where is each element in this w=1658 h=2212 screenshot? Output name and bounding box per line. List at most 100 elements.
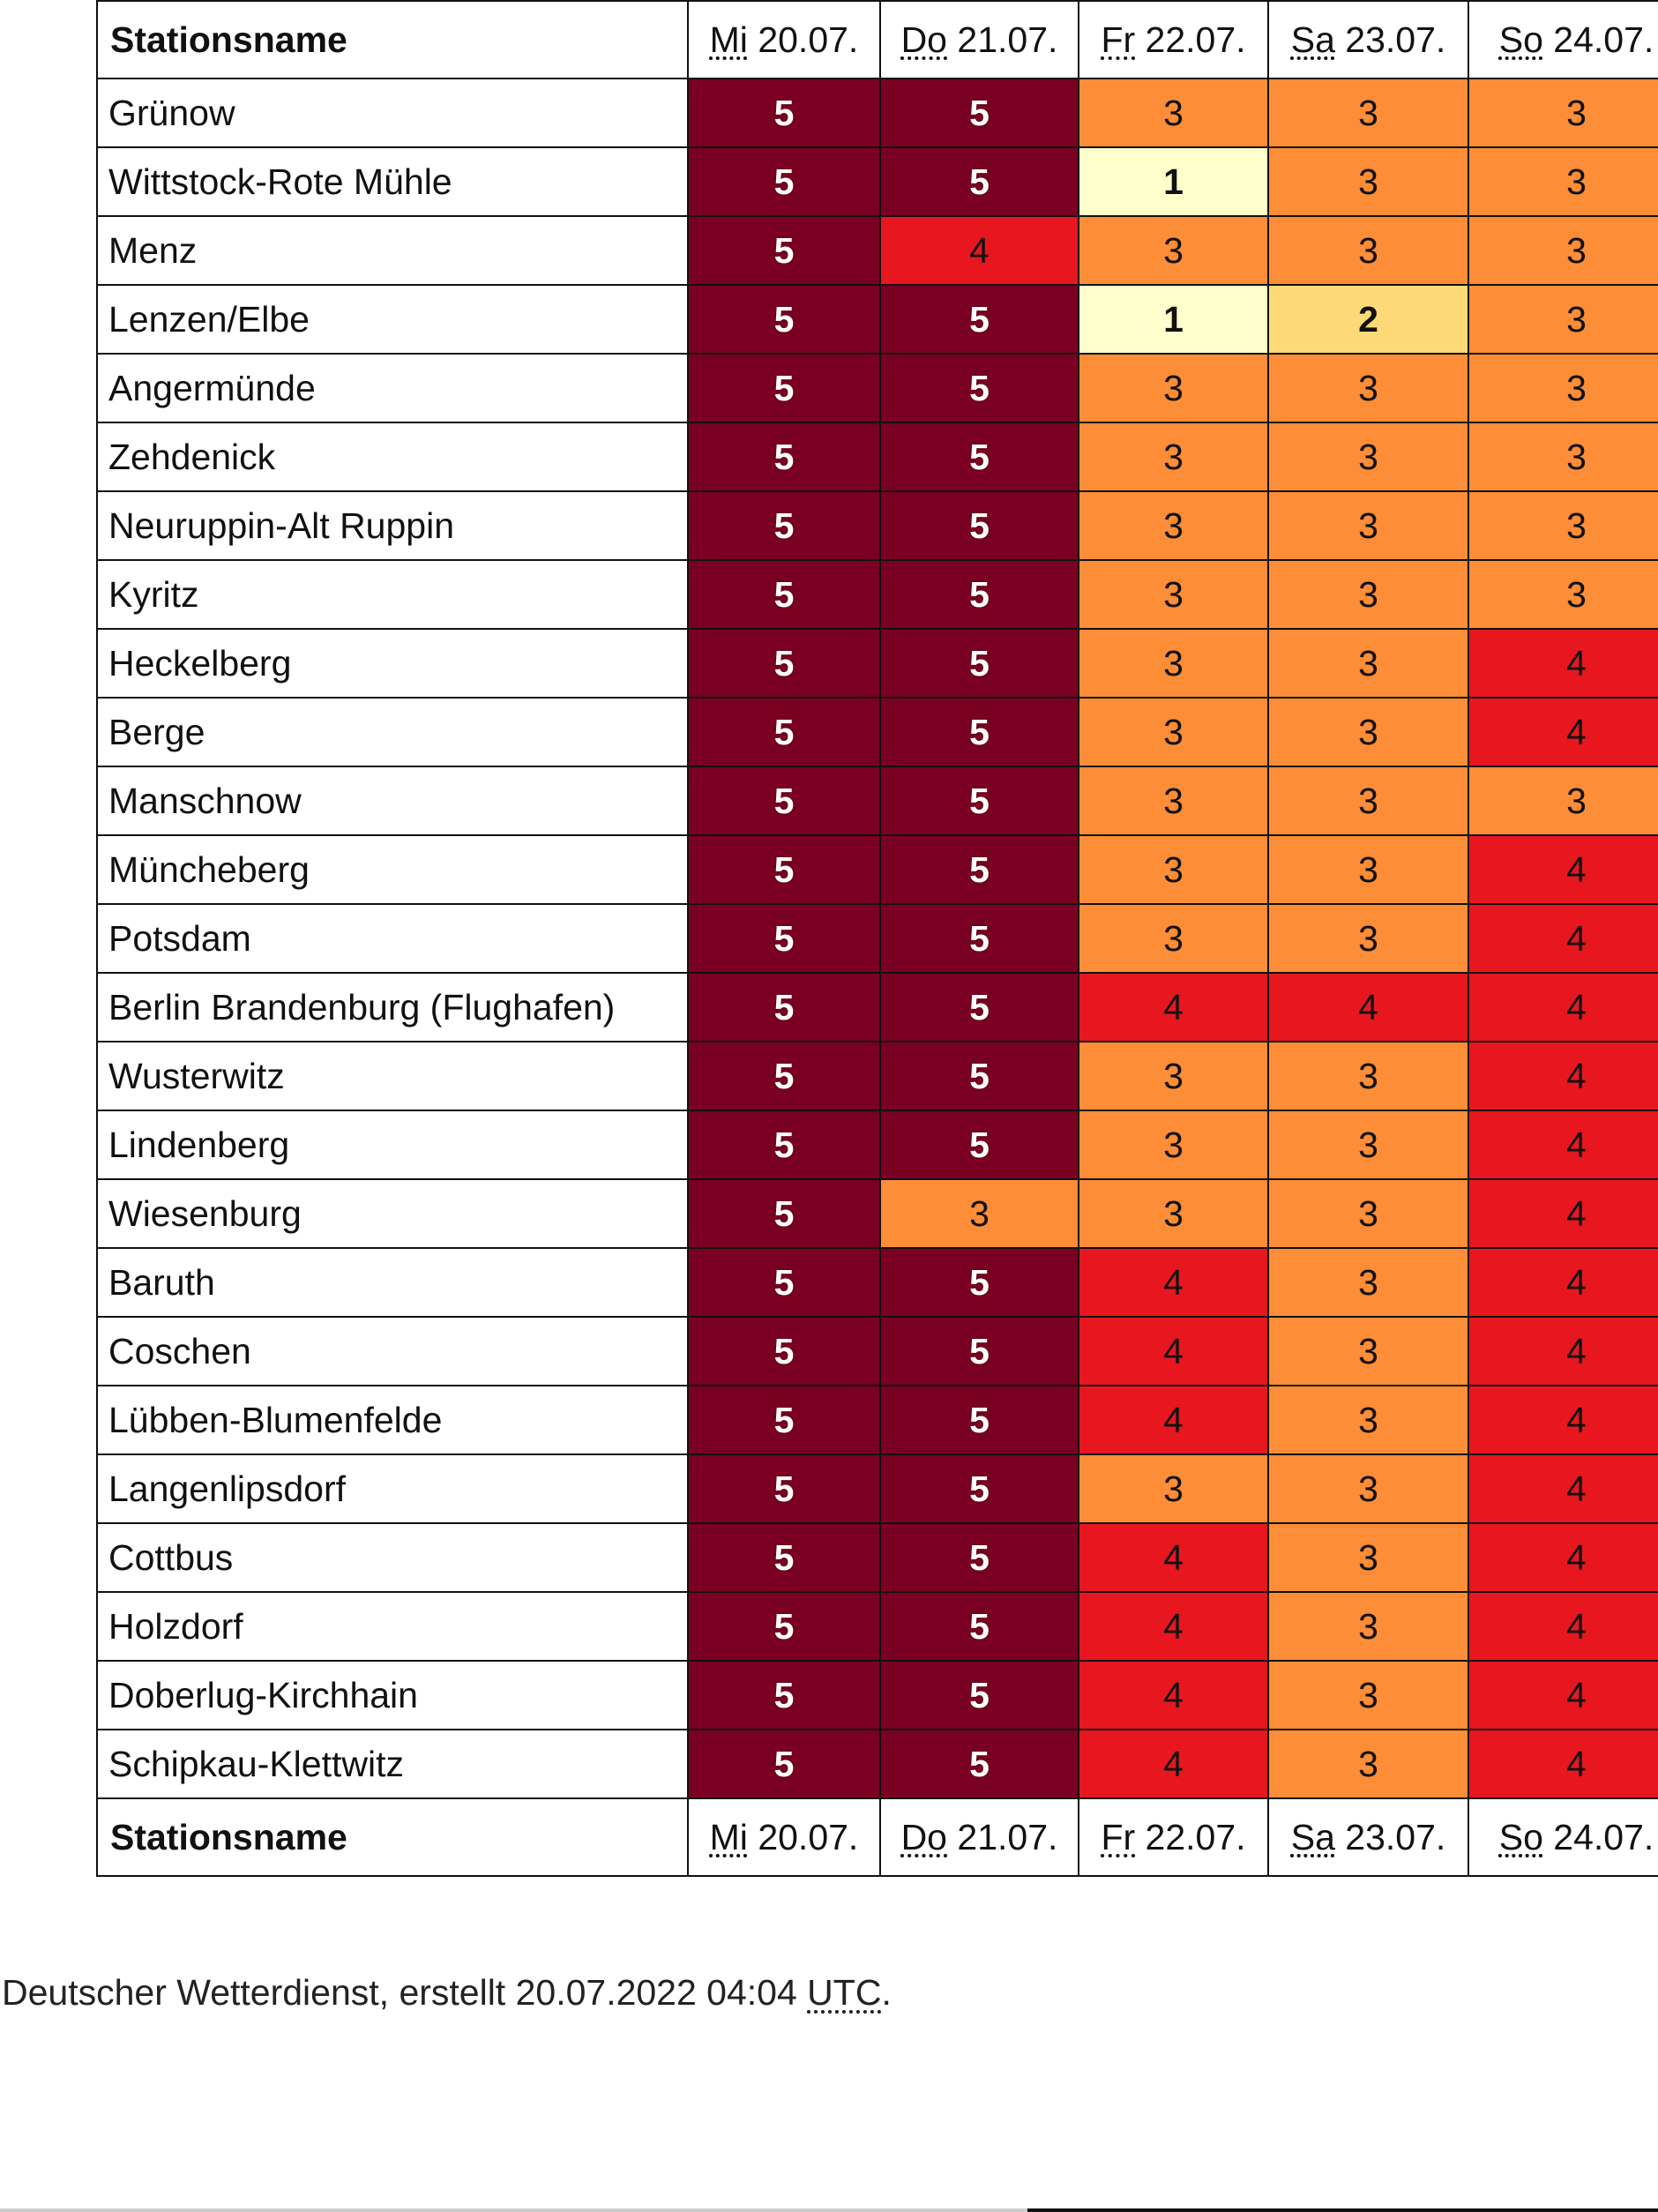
table-row: Wusterwitz 5 5 3 3 4 bbox=[96, 1041, 1658, 1111]
warning-level-cell: 3 bbox=[1267, 1591, 1469, 1662]
warning-level-cell: 3 bbox=[1267, 490, 1469, 561]
scrollbar-thumb[interactable] bbox=[1027, 2208, 1658, 2212]
warning-level-cell: 3 bbox=[1468, 146, 1658, 217]
warning-level-cell: 5 bbox=[687, 146, 881, 217]
warning-level-cell: 4 bbox=[1078, 1660, 1269, 1730]
warning-level-cell: 3 bbox=[1078, 422, 1269, 492]
weekday-abbr: Mi bbox=[709, 1816, 748, 1857]
warning-level-cell: 5 bbox=[687, 1522, 881, 1593]
station-name: Kyritz bbox=[96, 559, 689, 630]
warning-level-cell: 4 bbox=[1078, 972, 1269, 1042]
station-name: Heckelberg bbox=[96, 628, 689, 699]
warning-level-cell: 5 bbox=[879, 1247, 1079, 1318]
warning-level-cell: 3 bbox=[1078, 1041, 1269, 1111]
warning-level-cell: 4 bbox=[1468, 1729, 1658, 1799]
warning-level-cell: 5 bbox=[687, 1660, 881, 1730]
weekday-abbr: Sa bbox=[1290, 19, 1335, 60]
warning-level-cell: 5 bbox=[879, 834, 1079, 905]
station-name: Baruth bbox=[96, 1247, 689, 1318]
warning-level-cell: 4 bbox=[1468, 1660, 1658, 1730]
warning-level-cell: 4 bbox=[1468, 903, 1658, 974]
warning-level-cell: 3 bbox=[1468, 422, 1658, 492]
weekday-abbr: Fr bbox=[1101, 19, 1136, 60]
warning-level-cell: 4 bbox=[1468, 1247, 1658, 1318]
warning-level-cell: 3 bbox=[1267, 628, 1469, 699]
warning-level-cell: 4 bbox=[1468, 1110, 1658, 1180]
station-name: Wittstock-Rote Mühle bbox=[96, 146, 689, 217]
warning-level-cell: 3 bbox=[1078, 834, 1269, 905]
warning-level-cell: 3 bbox=[879, 1178, 1079, 1249]
warning-level-cell: 4 bbox=[1468, 1522, 1658, 1593]
weekday-abbr: So bbox=[1498, 1816, 1543, 1857]
warning-level-cell: 5 bbox=[687, 284, 881, 355]
warning-level-cell: 4 bbox=[1468, 1041, 1658, 1111]
header-row: Stationsname Mi 20.07. Do 21.07. Fr 22.07. S… bbox=[96, 0, 1658, 79]
warning-level-cell: 3 bbox=[1468, 78, 1658, 148]
warning-level-cell: 3 bbox=[1468, 559, 1658, 630]
table-row: Manschnow 5 5 3 3 3 bbox=[96, 766, 1658, 836]
warning-level-cell: 3 bbox=[1267, 215, 1469, 286]
warning-level-cell: 5 bbox=[687, 1385, 881, 1455]
day-header: Fr 22.07. bbox=[1078, 0, 1269, 79]
station-name: Neuruppin-Alt Ruppin bbox=[96, 490, 689, 561]
warning-level-cell: 3 bbox=[1267, 834, 1469, 905]
station-name: Müncheberg bbox=[96, 834, 689, 905]
warning-level-cell: 4 bbox=[879, 215, 1079, 286]
station-name: Berlin Brandenburg (Flughafen) bbox=[96, 972, 689, 1042]
station-name: Holzdorf bbox=[96, 1591, 689, 1662]
weekday-abbr: Sa bbox=[1290, 1816, 1335, 1857]
station-name: Doberlug-Kirchhain bbox=[96, 1660, 689, 1730]
footer-header-row: Stationsname Mi 20.07. Do 21.07. Fr 22.07. S… bbox=[96, 1797, 1658, 1877]
warning-level-cell: 3 bbox=[1267, 1453, 1469, 1524]
warning-level-cell: 4 bbox=[1078, 1591, 1269, 1662]
table-row: Neuruppin-Alt Ruppin 5 5 3 3 3 bbox=[96, 490, 1658, 561]
day-date: 23.07. bbox=[1345, 19, 1446, 60]
warning-level-cell: 5 bbox=[687, 1110, 881, 1180]
day-header: Mi 20.07. bbox=[687, 1797, 881, 1877]
station-name: Lenzen/Elbe bbox=[96, 284, 689, 355]
warning-level-cell: 5 bbox=[687, 903, 881, 974]
station-name: Zehdenick bbox=[96, 422, 689, 492]
warning-level-cell: 3 bbox=[1078, 1178, 1269, 1249]
warning-level-cell: 4 bbox=[1468, 972, 1658, 1042]
day-header: Fr 22.07. bbox=[1078, 1797, 1269, 1877]
station-name: Grünow bbox=[96, 78, 689, 148]
warning-level-cell: 5 bbox=[687, 78, 881, 148]
horizontal-scrollbar[interactable] bbox=[0, 2208, 1658, 2212]
day-date: 22.07. bbox=[1145, 1816, 1246, 1857]
warning-level-cell: 3 bbox=[1468, 284, 1658, 355]
table-row: Berge 5 5 3 3 4 bbox=[96, 697, 1658, 767]
table-row: Wittstock-Rote Mühle 5 5 1 3 3 bbox=[96, 146, 1658, 217]
station-name: Manschnow bbox=[96, 766, 689, 836]
warning-level-cell: 5 bbox=[687, 1453, 881, 1524]
warning-level-cell: 3 bbox=[1078, 903, 1269, 974]
table-row: Cottbus 5 5 4 3 4 bbox=[96, 1522, 1658, 1593]
station-name: Angermünde bbox=[96, 353, 689, 423]
warning-level-cell: 4 bbox=[1468, 1385, 1658, 1455]
table-row: Baruth 5 5 4 3 4 bbox=[96, 1247, 1658, 1318]
warning-level-cell: 3 bbox=[1267, 353, 1469, 423]
warning-level-cell: 5 bbox=[687, 1729, 881, 1799]
warning-level-cell: 5 bbox=[687, 1316, 881, 1386]
warning-level-cell: 3 bbox=[1468, 490, 1658, 561]
day-date: 24.07. bbox=[1553, 19, 1654, 60]
source-end: . bbox=[881, 1972, 892, 2013]
station-name: Coschen bbox=[96, 1316, 689, 1386]
station-name: Schipkau-Klettwitz bbox=[96, 1729, 689, 1799]
warning-level-cell: 5 bbox=[879, 146, 1079, 217]
warning-level-cell: 5 bbox=[687, 1178, 881, 1249]
table-row: Coschen 5 5 4 3 4 bbox=[96, 1316, 1658, 1386]
warning-level-cell: 3 bbox=[1267, 1522, 1469, 1593]
warning-level-cell: 3 bbox=[1078, 490, 1269, 561]
warning-level-cell: 3 bbox=[1267, 146, 1469, 217]
day-header: So 24.07. bbox=[1468, 0, 1658, 79]
station-name: Wiesenburg bbox=[96, 1178, 689, 1249]
warning-level-cell: 1 bbox=[1078, 284, 1269, 355]
warning-level-cell: 4 bbox=[1078, 1729, 1269, 1799]
warning-level-cell: 4 bbox=[1078, 1522, 1269, 1593]
warning-level-cell: 5 bbox=[687, 490, 881, 561]
warning-level-cell: 5 bbox=[879, 1522, 1079, 1593]
warning-level-cell: 5 bbox=[687, 1247, 881, 1318]
warning-level-cell: 5 bbox=[687, 972, 881, 1042]
table-row: Berlin Brandenburg (Flughafen) 5 5 4 4 4 bbox=[96, 972, 1658, 1042]
